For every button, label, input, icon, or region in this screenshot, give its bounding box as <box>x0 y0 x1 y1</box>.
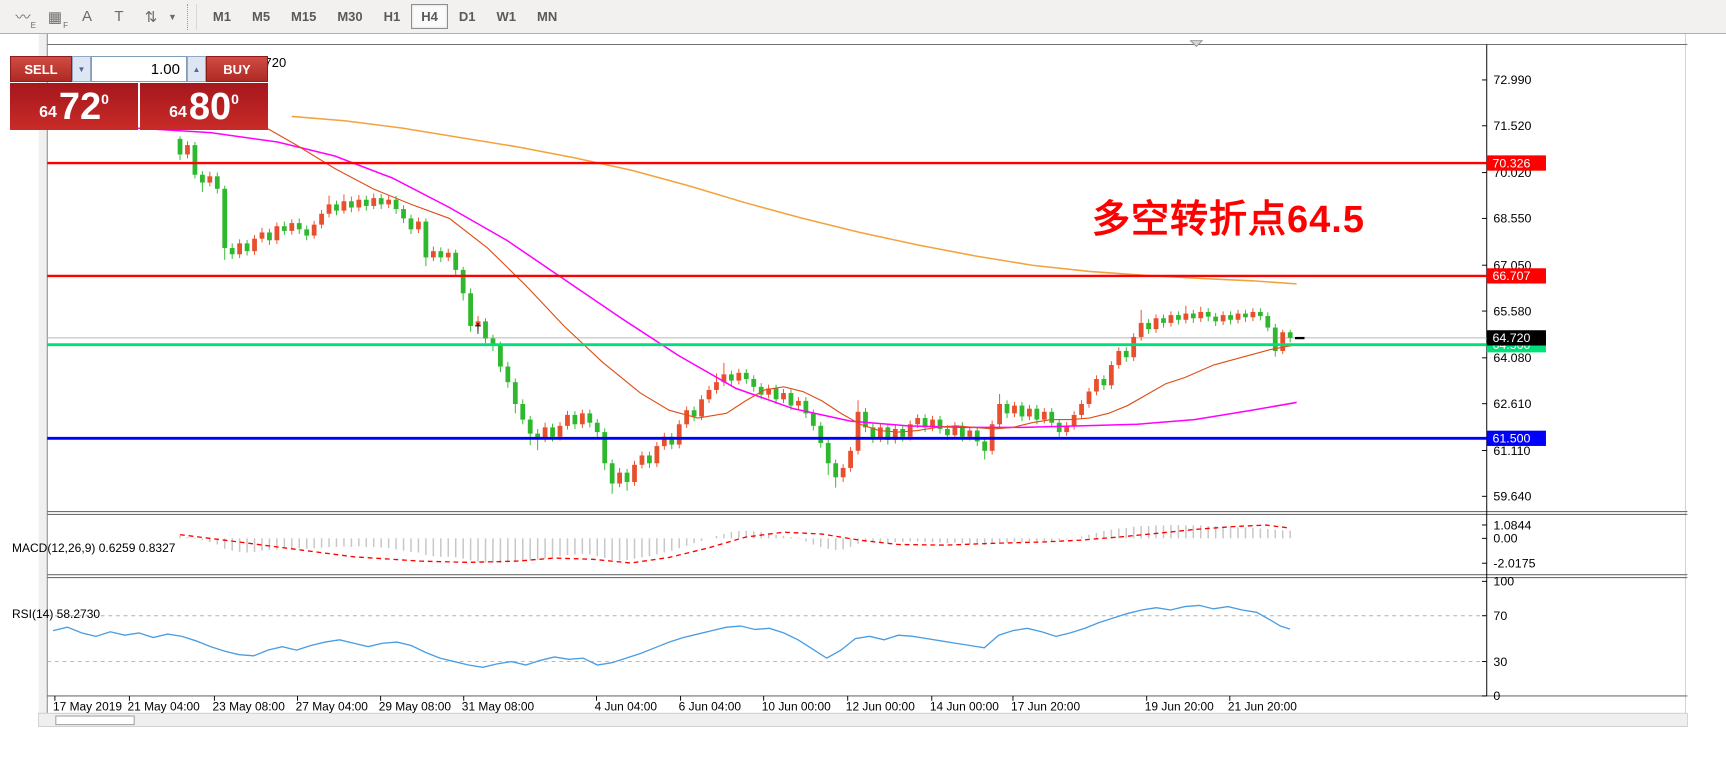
arrange-icon[interactable]: ⇅ <box>144 8 158 26</box>
rsi-pane: 100 70 30 0 <box>47 575 1514 703</box>
volume-input[interactable]: 1.00 <box>91 56 187 82</box>
volume-increase-button[interactable]: ▲ <box>187 56 206 82</box>
tool-icon-group: 〰 E ▦ F A T ⇅ <box>8 4 168 30</box>
timeframe-button-m5[interactable]: M5 <box>251 9 271 24</box>
svg-text:59.640: 59.640 <box>1493 490 1531 504</box>
bid-dash-marker <box>1294 336 1305 340</box>
rsi-line <box>52 604 1291 668</box>
toolbar: 〰 E ▦ F A T ⇅ ▼ M1 M5 M15 M30 H1 H4 D1 W1 MN <box>0 0 1726 34</box>
rsi-label: RSI(14) 58.2730 <box>12 607 101 621</box>
timeframe-button-m1[interactable]: M1 <box>212 9 231 24</box>
svg-text:100: 100 <box>1493 575 1514 589</box>
timeframe-button-h4[interactable]: H4 <box>411 4 448 29</box>
svg-text:19 Jun 20:00: 19 Jun 20:00 <box>1145 699 1214 713</box>
ma-fast-line <box>258 122 1297 433</box>
volume-decrease-button[interactable]: ▼ <box>72 56 91 82</box>
svg-text:-2.0175: -2.0175 <box>1493 557 1535 571</box>
svg-text:70: 70 <box>1493 609 1507 623</box>
svg-text:14 Jun 00:00: 14 Jun 00:00 <box>930 699 999 713</box>
buy-price-big: 80 <box>188 85 232 128</box>
price-badge-61.500: 61.500 <box>1486 430 1546 446</box>
svg-text:0.00: 0.00 <box>1493 532 1517 546</box>
buy-button[interactable]: BUY <box>206 56 268 82</box>
toolbar-separator <box>186 3 197 30</box>
svg-text:23 May 08:00: 23 May 08:00 <box>213 699 286 713</box>
timeframe-group: M1 M5 M15 M30 H1 H4 D1 W1 MN <box>203 4 568 29</box>
svg-text:4 Jun 04:00: 4 Jun 04:00 <box>595 699 658 713</box>
svg-text:68.550: 68.550 <box>1493 212 1531 226</box>
svg-text:30: 30 <box>1493 655 1507 669</box>
timeframe-button-h1[interactable]: H1 <box>383 9 401 24</box>
sell-price-prefix: 64 <box>39 103 57 121</box>
time-axis: 17 May 2019 21 May 04:00 23 May 08:00 27 Ma… <box>53 695 1297 713</box>
svg-text:70.326: 70.326 <box>1492 156 1530 170</box>
svg-text:12 Jun 00:00: 12 Jun 00:00 <box>846 699 915 713</box>
svg-text:66.707: 66.707 <box>1492 269 1530 283</box>
buy-price-sup: 0 <box>231 90 239 107</box>
svg-text:17 May 2019: 17 May 2019 <box>53 699 122 713</box>
price-badge-66.707: 66.707 <box>1486 268 1546 284</box>
svg-text:62.610: 62.610 <box>1493 397 1531 411</box>
grid-icon[interactable]: ▦ F <box>47 8 68 30</box>
timeframe-button-w1[interactable]: W1 <box>496 9 517 24</box>
price-badge-64.720: 64.720 <box>1486 330 1546 346</box>
chart-area[interactable]: † 72.990 71.520 70.020 68.550 67.050 65.580 64.… <box>0 34 1726 759</box>
svg-text:64.080: 64.080 <box>1493 351 1531 365</box>
horizontal-scrollbar-thumb[interactable] <box>55 715 135 726</box>
svg-text:27 May 04:00: 27 May 04:00 <box>296 699 369 713</box>
svg-text:0: 0 <box>1493 689 1500 703</box>
svg-text:31 May 08:00: 31 May 08:00 <box>462 699 535 713</box>
textbox-icon[interactable]: T <box>114 8 124 25</box>
chart-annotation-text[interactable]: 多空转折点64.5 <box>1092 199 1365 241</box>
price-badge-70.326: 70.326 <box>1486 155 1546 171</box>
bottom-status-strip <box>38 712 1688 727</box>
one-click-trading-panel: SELL ▼ 1.00 ▲ BUY 64 72 0 64 80 0 <box>10 56 268 130</box>
svg-text:61.110: 61.110 <box>1493 444 1530 458</box>
svg-text:1.0844: 1.0844 <box>1493 518 1531 532</box>
buy-price-tile[interactable]: 64 80 0 <box>140 83 268 130</box>
sell-price-tile[interactable]: 64 72 0 <box>10 83 138 130</box>
svg-text:17 Jun 20:00: 17 Jun 20:00 <box>1011 699 1080 713</box>
svg-text:71.520: 71.520 <box>1493 119 1531 133</box>
svg-text:64.720: 64.720 <box>1492 331 1530 345</box>
timeframe-button-m15[interactable]: M15 <box>291 9 317 24</box>
svg-text:29 May 08:00: 29 May 08:00 <box>379 699 452 713</box>
chart-canvas[interactable]: †72.99071.52070.02068.55067.05065.58064.… <box>0 34 1726 759</box>
indicators-icon[interactable]: 〰 E <box>15 9 36 30</box>
svg-text:65.580: 65.580 <box>1493 304 1531 318</box>
buy-price-prefix: 64 <box>169 103 187 121</box>
svg-text:10 Jun 00:00: 10 Jun 00:00 <box>762 699 831 713</box>
macd-signal-line <box>179 524 1291 564</box>
trade-marker-icon: † <box>474 321 481 336</box>
macd-label: MACD(12,26,9) 0.6259 0.8327 <box>12 541 176 555</box>
text-label-icon[interactable]: A <box>81 8 92 25</box>
timeframe-button-d1[interactable]: D1 <box>458 9 476 24</box>
timeframe-button-mn[interactable]: MN <box>537 9 558 24</box>
sell-button[interactable]: SELL <box>10 56 72 82</box>
sell-price-big: 72 <box>58 85 102 128</box>
svg-text:21 Jun 20:00: 21 Jun 20:00 <box>1228 699 1297 713</box>
chart-shift-marker[interactable] <box>1189 40 1204 48</box>
candles-layer <box>177 136 1293 494</box>
svg-text:21 May 04:00: 21 May 04:00 <box>127 699 200 713</box>
sell-price-sup: 0 <box>101 90 109 107</box>
svg-text:6 Jun 04:00: 6 Jun 04:00 <box>679 699 742 713</box>
svg-text:72.990: 72.990 <box>1493 73 1531 87</box>
timeframe-button-m30[interactable]: M30 <box>337 9 363 24</box>
chevron-down-icon[interactable]: ▼ <box>168 11 177 22</box>
svg-text:61.500: 61.500 <box>1492 432 1530 446</box>
ma-mid-line <box>48 125 1297 429</box>
